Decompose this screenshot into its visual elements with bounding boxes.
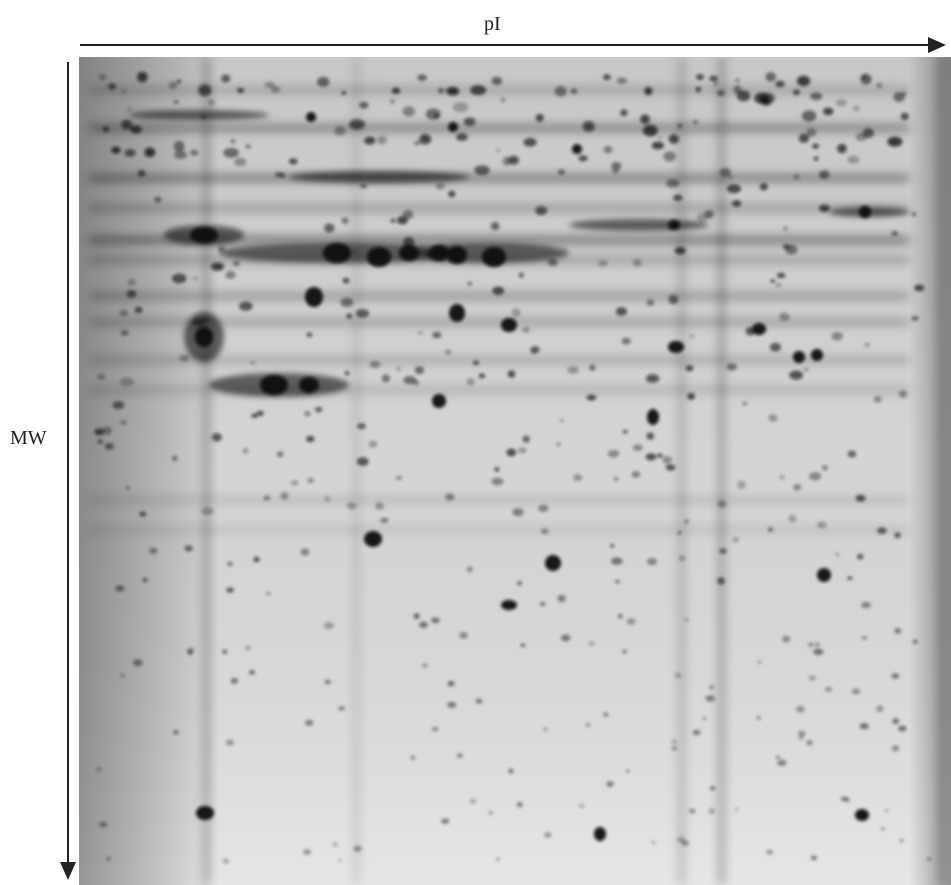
mw-axis-label: MW (10, 427, 47, 449)
gel-image-icon (79, 57, 951, 885)
pi-axis-label: pI (484, 13, 501, 35)
gel-image (79, 57, 951, 885)
